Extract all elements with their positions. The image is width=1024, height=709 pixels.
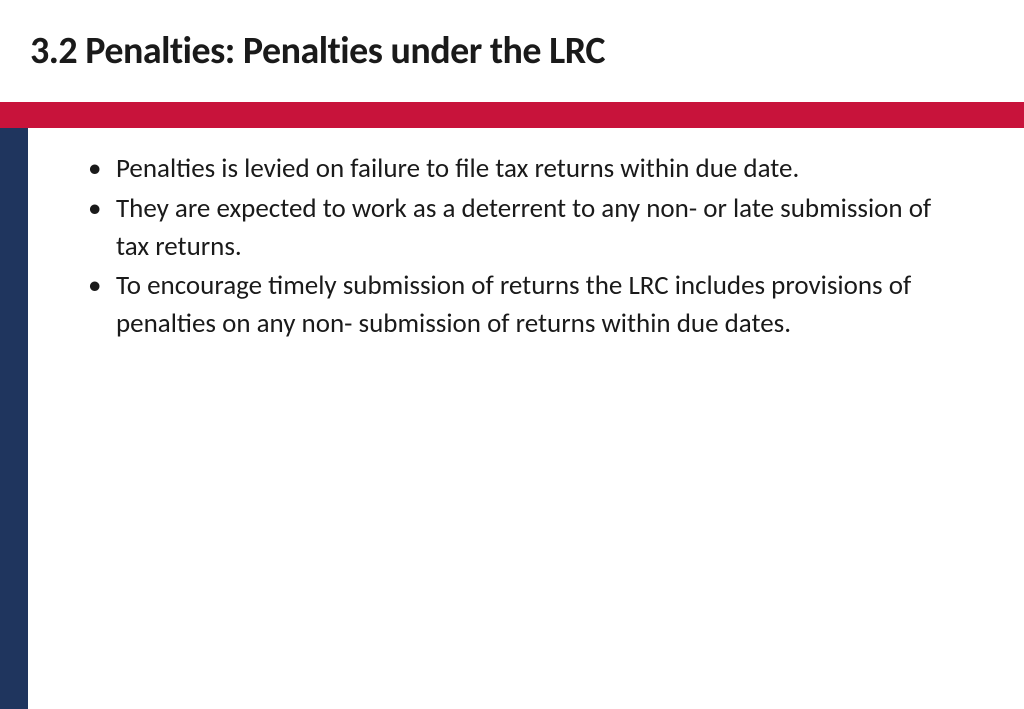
- slide-title: 3.2 Penalties: Penalties under the LRC: [30, 28, 605, 74]
- slide: 3.2 Penalties: Penalties under the LRC P…: [0, 0, 1024, 709]
- bullet-item: Penalties is levied on failure to file t…: [80, 150, 964, 188]
- accent-bar-red: [0, 102, 1024, 128]
- bullet-item: They are expected to work as a deterrent…: [80, 190, 964, 266]
- bullet-item: To encourage timely submission of return…: [80, 267, 964, 343]
- accent-bar-blue: [0, 128, 28, 709]
- content-area: Penalties is levied on failure to file t…: [80, 150, 964, 345]
- bullet-list: Penalties is levied on failure to file t…: [80, 150, 964, 343]
